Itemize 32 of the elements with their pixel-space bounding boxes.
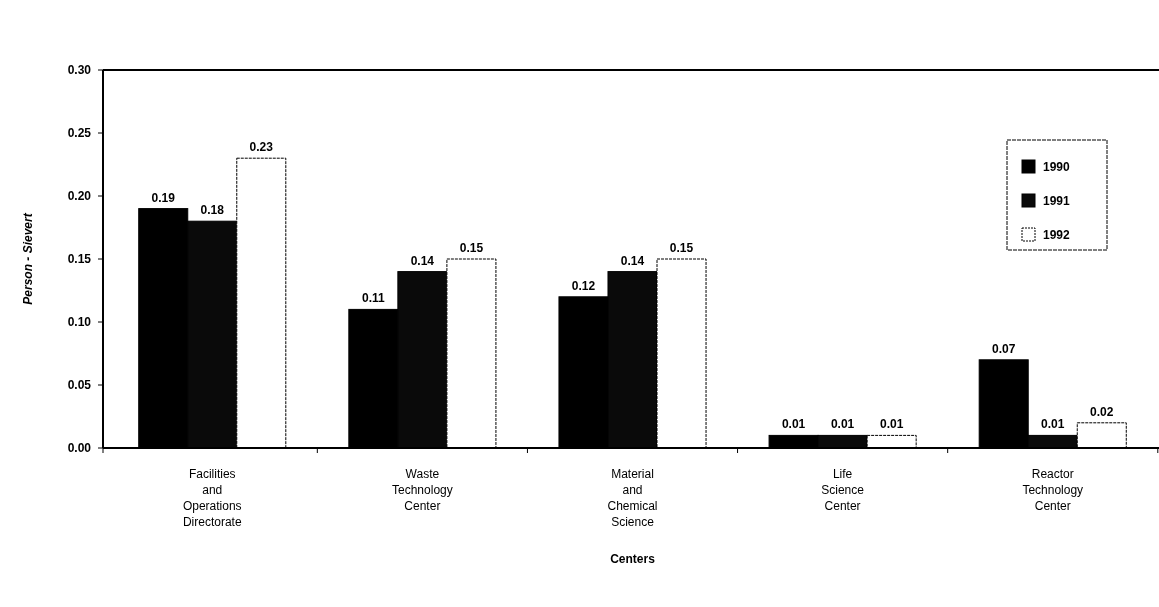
y-tick-label: 0.00: [67, 441, 92, 456]
legend-label: 1990: [1043, 160, 1071, 174]
y-tick-label: 0.10: [67, 315, 92, 330]
y-axis-title: Person - Sievert: [21, 212, 35, 305]
x-tick-label: Reactor Technology Center: [1022, 467, 1084, 513]
legend-label: 1992: [1043, 228, 1071, 242]
data-label: 0.15: [669, 241, 694, 255]
data-label: 0.07: [992, 341, 1016, 356]
data-label: 0.01: [1041, 417, 1065, 432]
x-tick-label: Waste Technology Center: [392, 467, 453, 513]
data-label: 0.23: [249, 140, 274, 155]
data-label: 0.02: [1090, 404, 1114, 419]
y-tick-label: 0.30: [67, 63, 92, 78]
data-label: 0.14: [410, 253, 435, 268]
data-label: 0.14: [620, 253, 645, 268]
data-label: 0.19: [151, 190, 176, 205]
data-label: 0.01: [879, 417, 904, 432]
y-tick-label: 0.25: [67, 126, 92, 141]
y-tick-label: 0.15: [67, 252, 92, 267]
data-label: 0.01: [781, 417, 806, 432]
legend-label: 1991: [1043, 194, 1071, 208]
data-label: 0.18: [200, 203, 225, 218]
x-tick-label: Material and Chemical Science: [607, 467, 658, 529]
data-label: 0.01: [830, 417, 855, 432]
data-label: 0.15: [459, 241, 484, 255]
data-label: 0.12: [571, 278, 596, 293]
x-axis-title: Centers: [610, 552, 656, 566]
x-tick-label: Life Science Center: [821, 467, 865, 513]
data-label: 0.11: [362, 291, 386, 306]
x-tick-label: Facilities and Operations Directorate: [182, 467, 242, 529]
y-tick-label: 0.20: [67, 189, 92, 204]
y-tick-label: 0.05: [67, 378, 92, 393]
